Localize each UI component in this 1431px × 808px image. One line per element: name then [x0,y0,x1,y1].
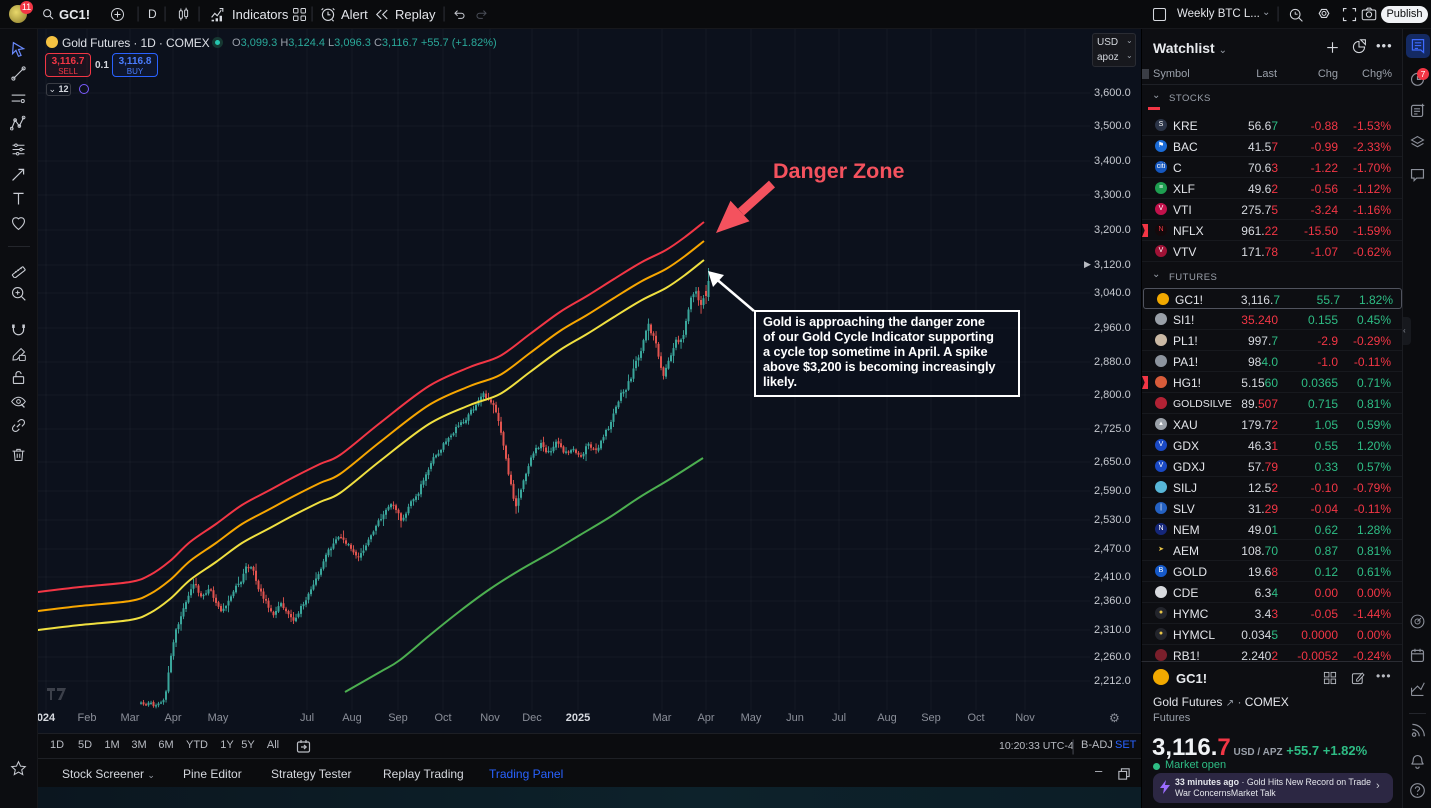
svg-text:Danger Zone: Danger Zone [773,159,904,183]
